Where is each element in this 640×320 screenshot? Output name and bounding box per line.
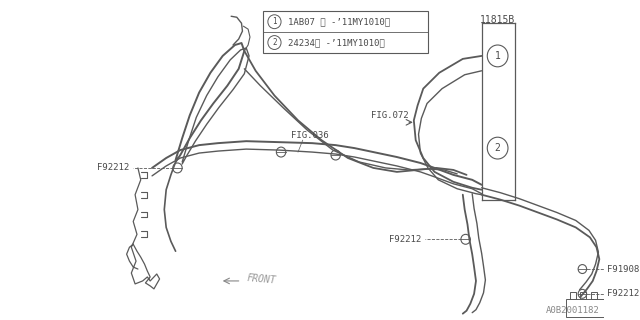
Text: F92212: F92212 (389, 235, 421, 244)
Bar (591, 292, 596, 299)
Text: 2: 2 (495, 143, 500, 153)
Text: FRONT: FRONT (246, 273, 276, 285)
Text: FIG.036: FIG.036 (291, 131, 329, 140)
Text: FIG.072: FIG.072 (371, 111, 409, 120)
Text: 1: 1 (495, 51, 500, 61)
Bar (263, 11, 428, 53)
Text: 11815B: 11815B (480, 15, 515, 25)
Text: A0B2001182: A0B2001182 (545, 306, 599, 315)
Text: 1: 1 (272, 17, 276, 26)
Text: F92212: F92212 (97, 164, 129, 172)
Text: 2: 2 (272, 38, 276, 47)
Text: 1AB07 ＜ -’11MY1010＞: 1AB07 ＜ -’11MY1010＞ (287, 17, 390, 26)
Text: F92212: F92212 (607, 289, 639, 298)
Text: F91908: F91908 (607, 265, 639, 274)
Bar (566, 299, 604, 316)
Text: 24234＜ -’11MY1010＞: 24234＜ -’11MY1010＞ (287, 38, 385, 47)
Bar (570, 292, 576, 299)
Bar (580, 292, 586, 299)
